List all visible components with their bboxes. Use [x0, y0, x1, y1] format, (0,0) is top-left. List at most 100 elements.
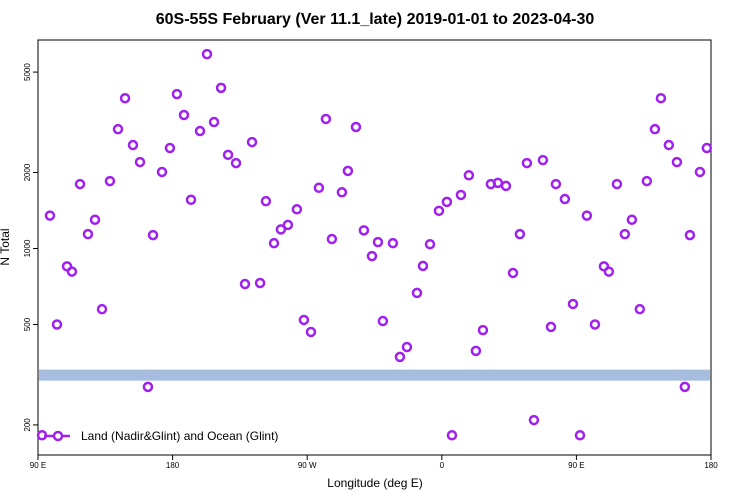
data-point [514, 228, 526, 240]
data-point [313, 182, 325, 194]
data-point [470, 345, 482, 357]
data-point [694, 166, 706, 178]
data-point [104, 175, 116, 187]
x-axis-label: Longitude (deg E) [327, 476, 422, 490]
data-point [463, 170, 475, 181]
legend-label: Land (Nadir&Glint) and Ocean (Glint) [81, 429, 278, 443]
data-point [66, 266, 78, 277]
data-point [417, 260, 429, 272]
data-point [655, 92, 667, 104]
data-point [634, 303, 646, 315]
data-point [112, 123, 124, 135]
data-point [275, 224, 287, 235]
x-tick-label: 180 [166, 461, 180, 470]
y-tick-label: 1000 [23, 239, 32, 257]
data-point [336, 187, 348, 198]
data-point [401, 341, 413, 353]
data-point [185, 194, 197, 206]
data-point [215, 82, 227, 94]
data-point [291, 204, 303, 215]
data-point [82, 228, 94, 240]
data-point [147, 229, 159, 241]
data-point [260, 195, 272, 207]
data-point [537, 154, 549, 166]
data-point [320, 113, 332, 125]
data-point [550, 178, 562, 190]
x-tick-label: 90 E [30, 461, 46, 470]
x-tick-label: 90 W [298, 461, 317, 470]
data-point [559, 193, 571, 205]
data-point [507, 267, 519, 279]
data-point [387, 237, 399, 249]
data-point [142, 381, 154, 393]
data-point [134, 156, 146, 168]
data-point [156, 166, 168, 178]
data-point [194, 125, 206, 137]
data-point [44, 210, 56, 221]
data-point [164, 142, 176, 154]
y-axis-label: N Total [0, 228, 12, 265]
data-point [611, 178, 623, 190]
data-point [641, 175, 653, 187]
data-point [239, 278, 251, 290]
data-point [411, 287, 423, 299]
data-point [679, 381, 691, 393]
data-point [441, 196, 453, 208]
data-point [545, 321, 557, 333]
data-point [222, 149, 234, 161]
data-point [684, 229, 696, 241]
data-point [282, 219, 294, 231]
data-point [171, 88, 183, 100]
y-tick-label: 2000 [23, 163, 32, 181]
data-point [603, 266, 615, 277]
data-point [701, 142, 713, 154]
data-point [567, 298, 579, 310]
data-point [377, 315, 389, 327]
data-point [96, 303, 108, 315]
data-point [119, 92, 131, 104]
data-point [619, 228, 631, 240]
data-point [89, 214, 101, 225]
data-point [254, 277, 266, 289]
data-point [446, 430, 458, 441]
data-point [305, 326, 317, 338]
data-point [366, 250, 378, 262]
data-point [394, 351, 406, 363]
data-point [574, 430, 586, 441]
data-point [268, 237, 280, 249]
data-point [298, 314, 310, 326]
data-point [671, 156, 683, 168]
data-point [649, 123, 661, 135]
plot-frame [37, 39, 712, 456]
data-point [230, 157, 242, 169]
data-point [500, 180, 512, 192]
data-point [358, 225, 370, 236]
data-point [350, 121, 362, 133]
data-point [424, 238, 436, 250]
data-point [528, 414, 540, 426]
data-point [589, 319, 601, 330]
data-point [521, 157, 533, 169]
data-point [492, 177, 504, 189]
y-tick-label: 500 [23, 317, 32, 331]
data-point [455, 189, 467, 201]
x-tick-label: 0 [440, 461, 445, 470]
x-tick-label: 180 [704, 461, 718, 470]
data-point [74, 178, 86, 190]
data-point [178, 109, 190, 121]
legend-marker [52, 430, 64, 442]
data-point [208, 116, 220, 128]
data-point [246, 136, 258, 148]
x-tick-label: 90 E [568, 461, 584, 470]
data-point [477, 324, 489, 336]
y-tick-label: 200 [23, 418, 32, 432]
data-point [372, 236, 384, 248]
data-point [51, 319, 63, 330]
data-point [342, 165, 354, 177]
y-tick-label: 5000 [23, 63, 32, 81]
data-point [326, 233, 338, 245]
data-point [663, 139, 675, 151]
data-point [581, 210, 593, 221]
data-point [127, 139, 139, 151]
